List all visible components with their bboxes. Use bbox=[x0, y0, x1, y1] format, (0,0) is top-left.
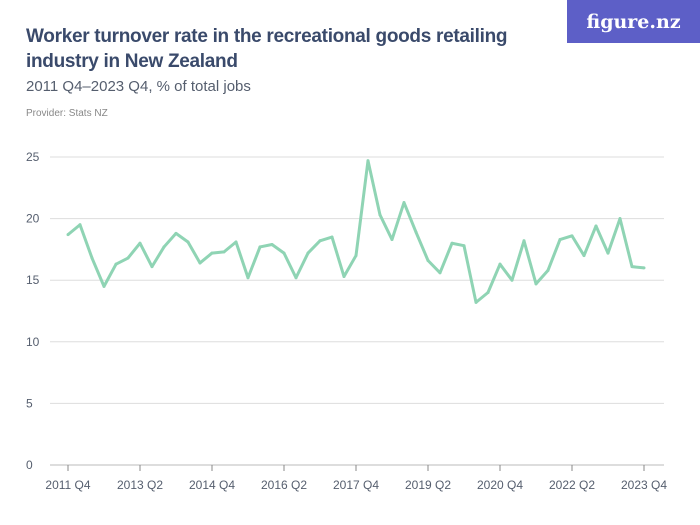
x-tick-label: 2022 Q2 bbox=[549, 478, 595, 492]
data-point bbox=[378, 213, 382, 217]
data-point bbox=[450, 241, 454, 245]
data-point bbox=[318, 239, 322, 243]
data-point bbox=[306, 251, 310, 255]
data-point bbox=[510, 278, 514, 282]
provider-label: Provider: Stats NZ bbox=[26, 108, 108, 119]
figure-nz-logo[interactable]: figure.nz bbox=[567, 0, 700, 43]
data-point bbox=[570, 234, 574, 238]
data-point bbox=[186, 240, 190, 244]
x-tick-label: 2011 Q4 bbox=[45, 478, 90, 492]
data-point bbox=[258, 245, 262, 249]
data-point bbox=[162, 245, 166, 249]
x-tick-label: 2020 Q4 bbox=[477, 478, 523, 492]
x-tick-label: 2013 Q2 bbox=[117, 478, 163, 492]
data-point bbox=[114, 262, 118, 266]
series-line bbox=[67, 159, 645, 304]
data-point bbox=[174, 231, 178, 235]
data-point bbox=[438, 271, 442, 275]
data-point bbox=[390, 238, 394, 242]
data-point bbox=[642, 266, 646, 270]
data-point bbox=[402, 201, 406, 205]
data-point bbox=[534, 282, 538, 286]
data-point bbox=[342, 275, 346, 279]
data-point bbox=[582, 254, 586, 258]
data-point bbox=[210, 251, 214, 255]
y-tick-label: 10 bbox=[26, 335, 40, 349]
data-point bbox=[366, 159, 370, 163]
x-tick-label: 2017 Q4 bbox=[333, 478, 379, 492]
data-point bbox=[426, 258, 430, 262]
data-point bbox=[522, 239, 526, 243]
data-point bbox=[474, 300, 478, 304]
data-point bbox=[90, 256, 94, 260]
data-point bbox=[594, 224, 598, 228]
data-point bbox=[126, 256, 130, 260]
data-point bbox=[246, 276, 250, 280]
x-tick-label: 2023 Q4 bbox=[621, 478, 667, 492]
data-point bbox=[630, 265, 634, 269]
data-point bbox=[138, 241, 142, 245]
data-point bbox=[198, 261, 202, 265]
data-point bbox=[414, 230, 418, 234]
data-point bbox=[150, 265, 154, 269]
data-point bbox=[294, 276, 298, 280]
y-tick-label: 20 bbox=[26, 212, 40, 226]
x-tick-label: 2019 Q2 bbox=[405, 478, 451, 492]
data-point bbox=[78, 223, 82, 227]
data-point bbox=[486, 291, 490, 295]
x-tick-label: 2016 Q2 bbox=[261, 478, 307, 492]
data-point bbox=[546, 268, 550, 272]
data-point bbox=[330, 235, 334, 239]
data-point bbox=[222, 250, 226, 254]
data-point bbox=[618, 217, 622, 221]
data-point bbox=[282, 251, 286, 255]
x-tick-label: 2014 Q4 bbox=[189, 478, 235, 492]
y-tick-label: 5 bbox=[26, 396, 33, 410]
chart-title: Worker turnover rate in the recreational… bbox=[26, 26, 508, 72]
data-point bbox=[606, 251, 610, 255]
data-point bbox=[462, 244, 466, 248]
data-point bbox=[558, 238, 562, 242]
y-tick-label: 15 bbox=[26, 273, 40, 287]
data-point bbox=[234, 240, 238, 244]
data-point bbox=[66, 233, 70, 237]
data-point bbox=[498, 262, 502, 266]
y-tick-label: 0 bbox=[26, 458, 33, 472]
chart-subtitle: 2011 Q4–2023 Q4, % of total jobs bbox=[26, 78, 251, 95]
data-point bbox=[270, 242, 274, 246]
y-tick-label: 25 bbox=[26, 150, 40, 164]
data-point bbox=[102, 284, 106, 288]
data-point bbox=[354, 254, 358, 258]
